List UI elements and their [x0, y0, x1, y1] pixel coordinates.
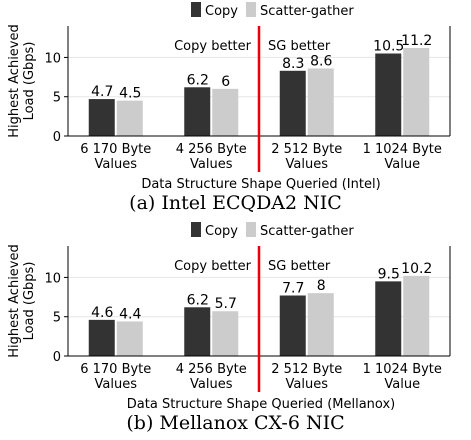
- x-axis-title: Data Structure Shape Queried (Intel): [141, 177, 380, 192]
- annotation-copy-better: Copy better: [174, 259, 252, 274]
- bar-scatter-gather: [307, 293, 334, 356]
- bar-scatter-gather: [212, 311, 239, 356]
- x-tick-label: 4 256 Byte Values: [176, 142, 247, 172]
- y-axis-title: Highest AchievedLoad (Gbps): [7, 24, 37, 137]
- data-label: 11.2: [401, 33, 432, 49]
- data-label: 5.7: [215, 296, 237, 312]
- data-label: 8.3: [282, 56, 304, 72]
- caption-intel: (a) Intel ECQDA2 NIC: [129, 192, 342, 214]
- caption-mellanox: (b) Mellanox CX-6 NIC: [126, 412, 345, 434]
- data-label: 4.4: [119, 306, 141, 322]
- bar-copy: [375, 281, 402, 356]
- y-tick-label: 0: [53, 130, 61, 145]
- data-label: 6.2: [187, 72, 209, 88]
- bar-scatter-gather: [116, 100, 143, 136]
- x-axis-title: Data Structure Shape Queried (Mellanox): [127, 397, 395, 412]
- y-tick-label: 10: [44, 51, 61, 66]
- legend-swatch-scatter-gather: [246, 2, 256, 17]
- data-label: 4.7: [91, 84, 113, 100]
- legend-swatch-copy: [191, 2, 201, 17]
- y-axis-title: Highest AchievedLoad (Gbps): [7, 244, 37, 357]
- legend-label: Scatter-gather: [260, 224, 354, 239]
- data-label: 7.7: [282, 281, 304, 297]
- bar-copy: [88, 99, 115, 136]
- legend-label: Copy: [205, 4, 238, 19]
- y-tick-label: 5: [53, 91, 61, 106]
- data-label: 4.6: [91, 305, 113, 321]
- x-tick-label: 2 512 Byte Values: [271, 362, 342, 392]
- data-label: 4.5: [119, 86, 141, 102]
- bar-scatter-gather: [403, 48, 430, 136]
- bar-scatter-gather: [116, 321, 143, 356]
- data-label: 8.6: [310, 53, 332, 69]
- bar-copy: [375, 53, 402, 136]
- x-tick-label: 4 256 Byte Values: [176, 362, 247, 392]
- chart-panel-intel: 0 5 10 Copy Scatter-gather 4.7 6.2 8.3 10.5 4.5 6 8…: [7, 2, 451, 214]
- bar-scatter-gather: [307, 68, 334, 136]
- x-tick-label: 1 1024 Byte Value: [363, 362, 442, 392]
- x-tick-label: 6 170 Byte Values: [80, 362, 151, 392]
- x-tick-label: 1 1024 Byte Value: [363, 142, 442, 172]
- chart-intel: 0 5 10 Copy Scatter-gather 4.7 6.2 8.3 10.5 4.5 6 8…: [7, 2, 451, 192]
- bar-copy: [279, 295, 306, 356]
- legend-swatch-copy: [191, 222, 201, 237]
- annotation-sg-better: SG better: [268, 259, 331, 274]
- data-label: 10.5: [373, 39, 404, 55]
- y-tick-label: 5: [53, 311, 61, 326]
- x-tick-label: 2 512 Byte Values: [271, 142, 342, 172]
- legend-swatch-scatter-gather: [246, 222, 256, 237]
- bar-copy: [184, 307, 211, 356]
- bar-copy: [279, 70, 306, 136]
- y-tick-label: 0: [53, 350, 61, 365]
- data-label: 6.2: [187, 292, 209, 308]
- data-label: 6: [221, 74, 230, 90]
- data-label: 9.5: [378, 266, 400, 282]
- chart-panel-mellanox: 0 5 10 Copy Scatter-gather 4.6 6.2 7.7 9.5 4.4 5.7…: [0, 220, 471, 440]
- bar-scatter-gather: [212, 88, 239, 136]
- legend-label: Scatter-gather: [260, 4, 354, 19]
- x-tick-label: 6 170 Byte Values: [80, 142, 151, 172]
- bar-copy: [184, 87, 211, 136]
- bar-scatter-gather: [403, 275, 430, 356]
- chart-mellanox: 0 5 10 Copy Scatter-gather 4.6 6.2 7.7 9.5 4.4 5.7…: [7, 222, 451, 412]
- annotation-sg-better: SG better: [268, 39, 331, 54]
- data-label: 8: [317, 278, 326, 294]
- bar-copy: [88, 319, 115, 356]
- legend-label: Copy: [205, 224, 238, 239]
- annotation-copy-better: Copy better: [174, 39, 252, 54]
- y-tick-label: 10: [44, 271, 61, 286]
- data-label: 10.2: [401, 261, 432, 277]
